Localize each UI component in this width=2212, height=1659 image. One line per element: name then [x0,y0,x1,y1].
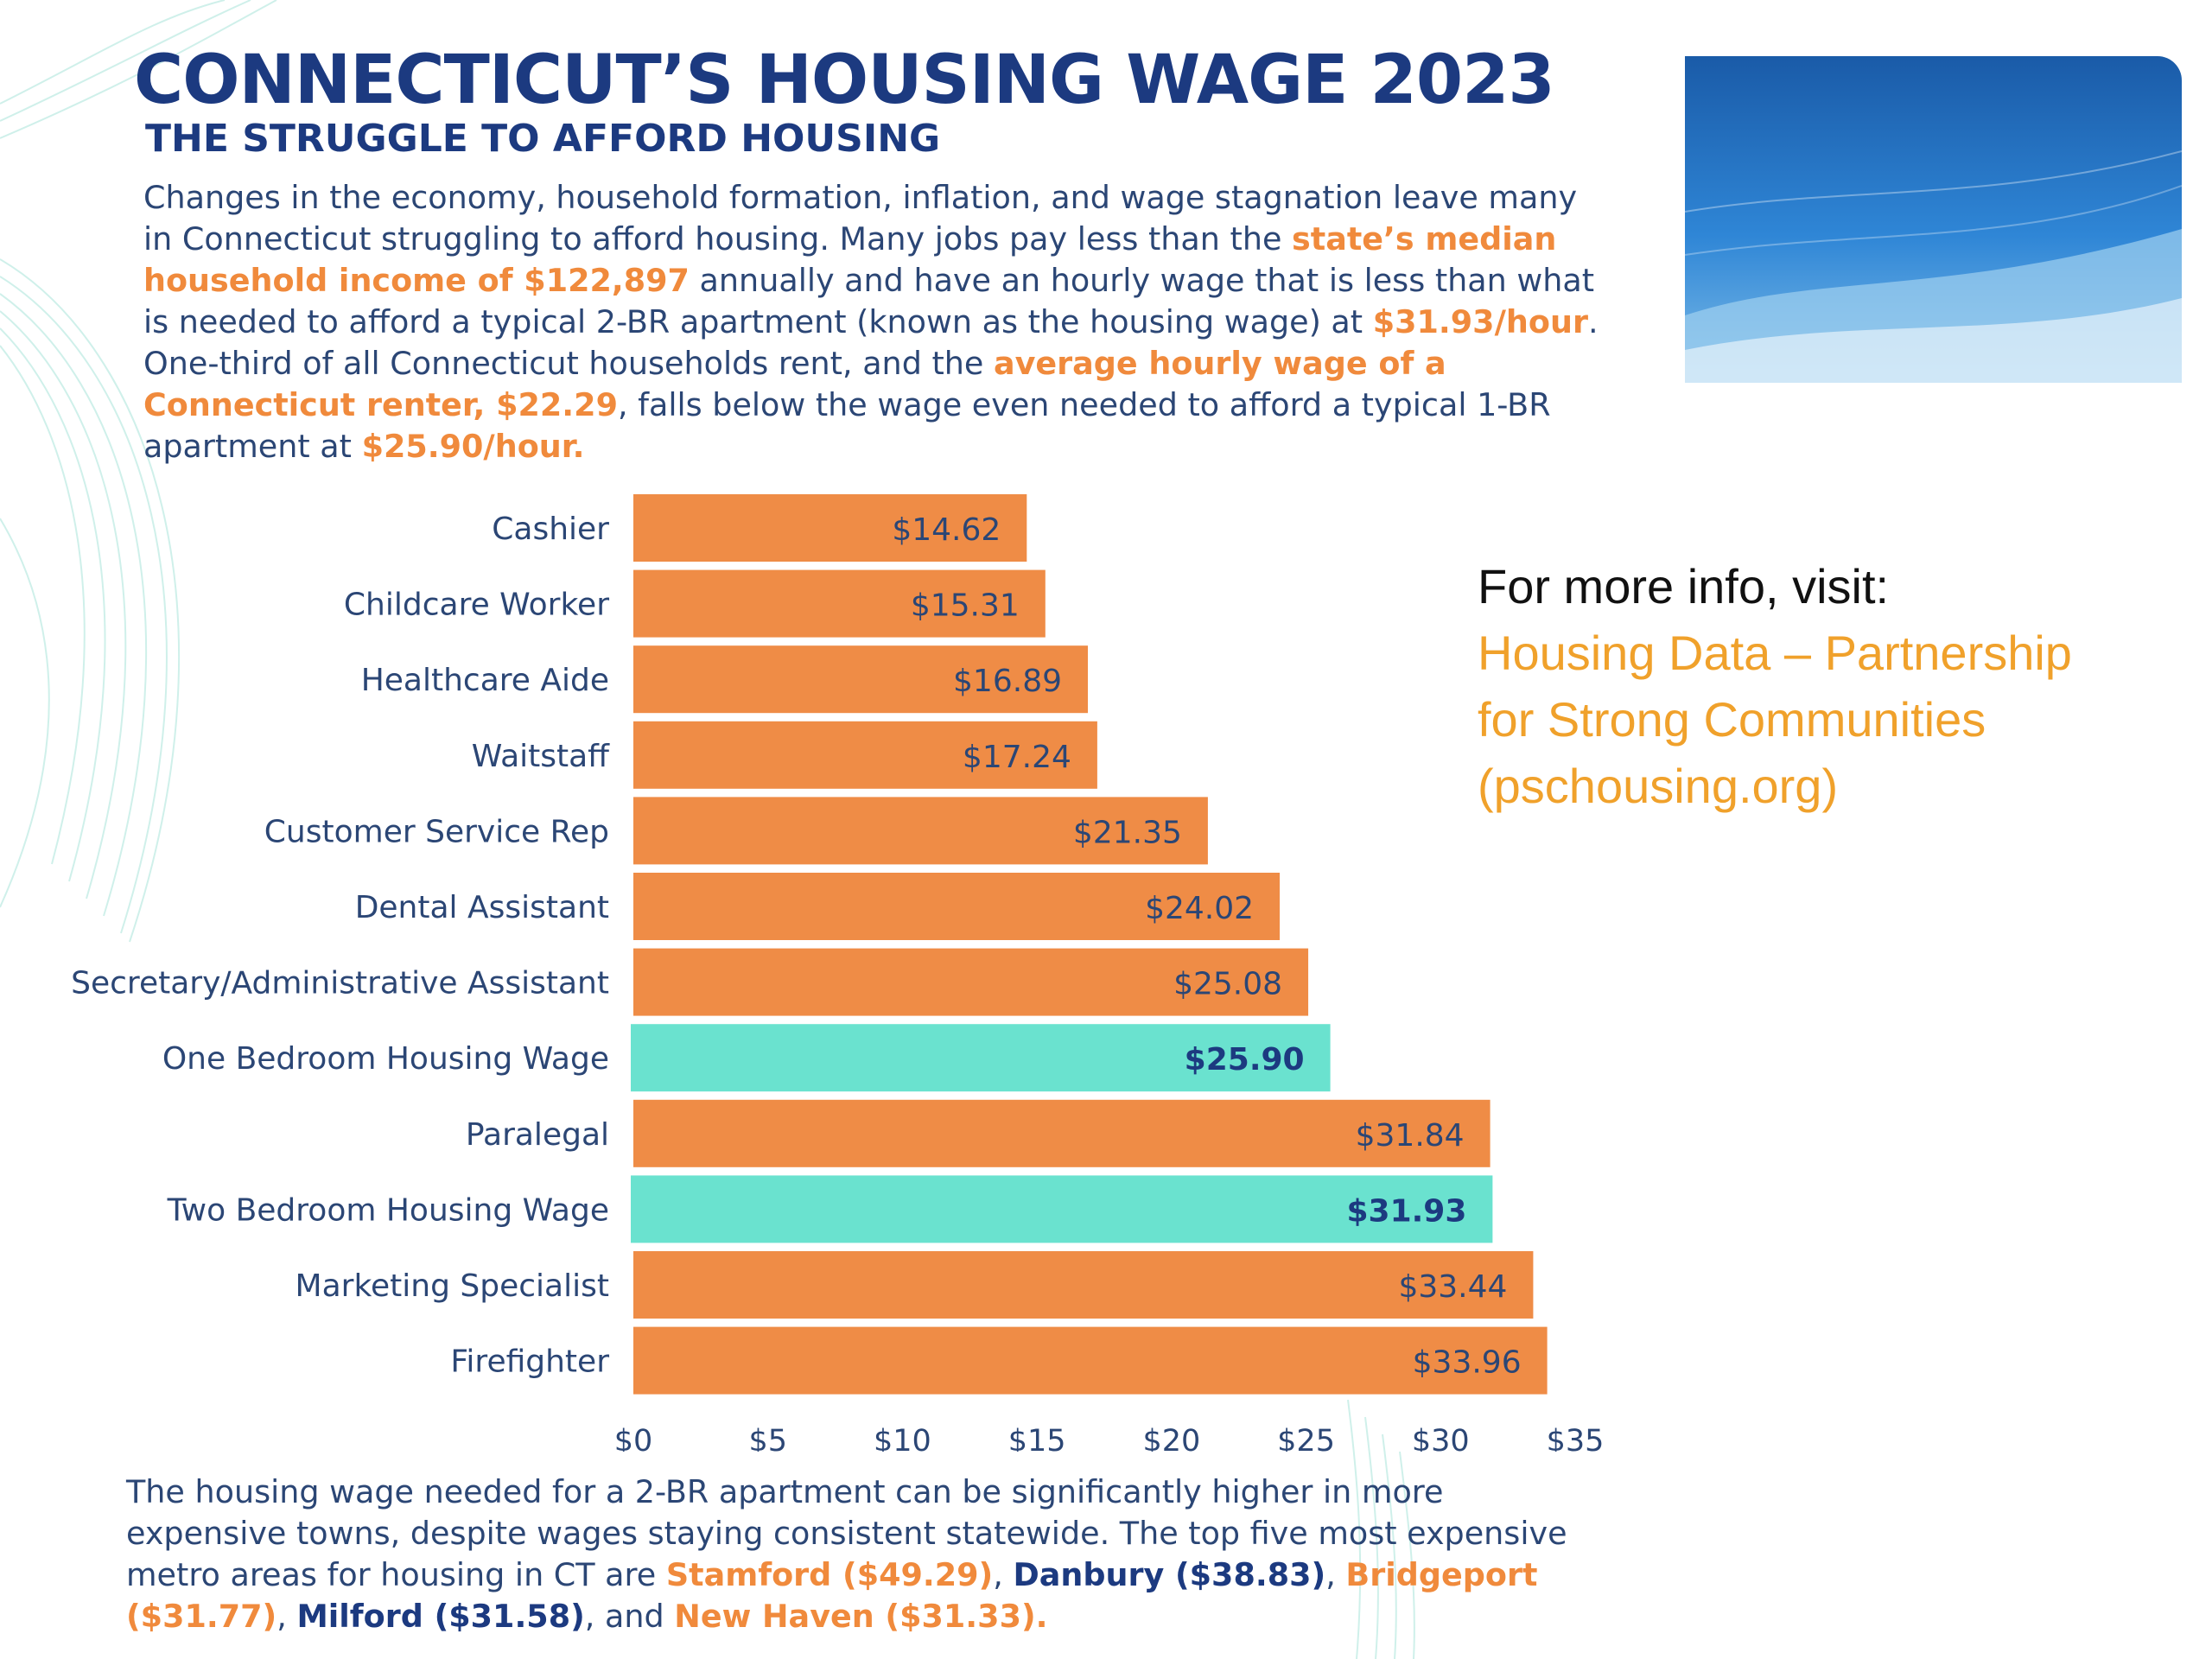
value-label-firefighter: $33.96 [1413,1345,1522,1381]
footer-sep-4: , and [584,1598,675,1635]
category-label-customer-service-rep: Customer Service Rep [264,814,609,849]
value-label-one-bedroom-housing-wage: $25.90 [1185,1042,1305,1077]
category-label-childcare-worker: Childcare Worker [344,588,609,623]
bar-one-bedroom-housing-wage [631,1024,1331,1092]
category-label-paralegal: Paralegal [466,1117,609,1153]
renter-wage-highlight: average hourly wage of a Connecticut ren… [143,345,1446,423]
category-label-marketing-specialist: Marketing Specialist [296,1268,609,1304]
category-label-cashier: Cashier [492,512,609,547]
bar-paralegal [633,1099,1491,1167]
intro-text-1: Changes in the economy, household format… [143,179,1578,257]
intro-text-2: annually and have an hourly wage that is… [143,262,1595,340]
header-decorative-image [1685,56,2182,383]
x-tick-label: $5 [748,1424,787,1452]
footer-paragraph: The housing wage needed for a 2-BR apart… [126,1471,1595,1637]
bridgeport-wage: Bridgeport ($31.77) [126,1556,1538,1635]
more-info-label: For more info, visit: [1478,559,1890,613]
pschousing-link-line-1[interactable]: Housing Data – Partnership [1478,626,2072,680]
value-label-secretary-administrative-assistant: $25.08 [1173,967,1282,1002]
category-label-dental-assistant: Dental Assistant [355,890,609,925]
bar-dental-assistant [633,873,1281,940]
bar-childcare-worker [633,569,1046,638]
value-label-cashier: $14.62 [892,512,1001,548]
more-info-box: For more info, visit: Housing Data – Par… [1478,553,2072,819]
milford-wage: Milford ($31.58) [296,1598,585,1635]
page-title: CONNECTICUT’S HOUSING WAGE 2023 [134,41,1555,119]
value-label-dental-assistant: $24.02 [1145,891,1254,926]
bar-cashier [633,494,1027,562]
bar-secretary-administrative-assistant [633,948,1309,1016]
category-label-waitstaff: Waitstaff [472,739,610,774]
category-label-secretary-administrative-assistant: Secretary/Administrative Assistant [71,966,609,1001]
value-label-marketing-specialist: $33.44 [1398,1269,1507,1305]
bar-two-bedroom-housing-wage [631,1175,1493,1243]
value-label-healthcare-aide: $16.89 [953,664,1062,699]
x-tick-label: $25 [1277,1424,1335,1452]
bar-waitstaff [633,721,1097,789]
one-br-wage-highlight: $25.90/hour. [361,428,585,465]
value-label-customer-service-rep: $21.35 [1073,815,1182,850]
x-tick-label: $35 [1547,1424,1605,1452]
danbury-wage: Danbury ($38.83) [1013,1556,1326,1593]
intro-paragraph: Changes in the economy, household format… [143,177,1612,467]
value-label-paralegal: $31.84 [1356,1118,1465,1154]
stamford-wage: Stamford ($49.29) [665,1556,994,1593]
pschousing-link-line-2[interactable]: for Strong Communities [1478,692,1986,747]
x-tick-label: $15 [1008,1424,1066,1452]
footer-end: . [1035,1598,1048,1635]
x-tick-label: $0 [614,1424,653,1452]
new-haven-wage: New Haven ($31.33) [674,1598,1036,1635]
value-label-two-bedroom-housing-wage: $31.93 [1346,1193,1466,1229]
x-tick-label: $20 [1142,1424,1200,1452]
x-tick-label: $30 [1412,1424,1470,1452]
median-income-highlight: state’s median household income of $122,… [143,220,1557,299]
value-label-childcare-worker: $15.31 [911,588,1020,624]
two-br-wage-highlight: $31.93/hour [1372,303,1588,340]
footer-sep-1: , [993,1556,1014,1593]
category-label-two-bedroom-housing-wage: Two Bedroom Housing Wage [167,1192,609,1228]
bar-healthcare-aide [633,645,1089,714]
category-label-healthcare-aide: Healthcare Aide [361,663,609,698]
page-subtitle: THE STRUGGLE TO AFFORD HOUSING [145,117,941,161]
housing-wage-bar-chart: Cashier $14.62 Childcare Worker $15.31 Healt… [71,494,1605,1452]
intro-text-3: . One-third of all Connecticut household… [143,303,1599,382]
bar-customer-service-rep [633,797,1208,865]
footer-sep-3: , [276,1598,297,1635]
bar-firefighter [633,1326,1548,1395]
footer-text: The housing wage needed for a 2-BR apart… [126,1473,1567,1593]
value-label-waitstaff: $17.24 [963,740,1071,775]
x-tick-label: $10 [874,1424,931,1452]
category-label-firefighter: Firefighter [450,1344,609,1380]
footer-sep-2: , [1325,1556,1346,1593]
category-label-one-bedroom-housing-wage: One Bedroom Housing Wage [162,1041,609,1077]
pschousing-link-line-3[interactable]: (pschousing.org) [1478,759,1839,813]
intro-text-4: , falls below the wage even needed to af… [143,386,1551,465]
bar-marketing-specialist [633,1251,1534,1319]
